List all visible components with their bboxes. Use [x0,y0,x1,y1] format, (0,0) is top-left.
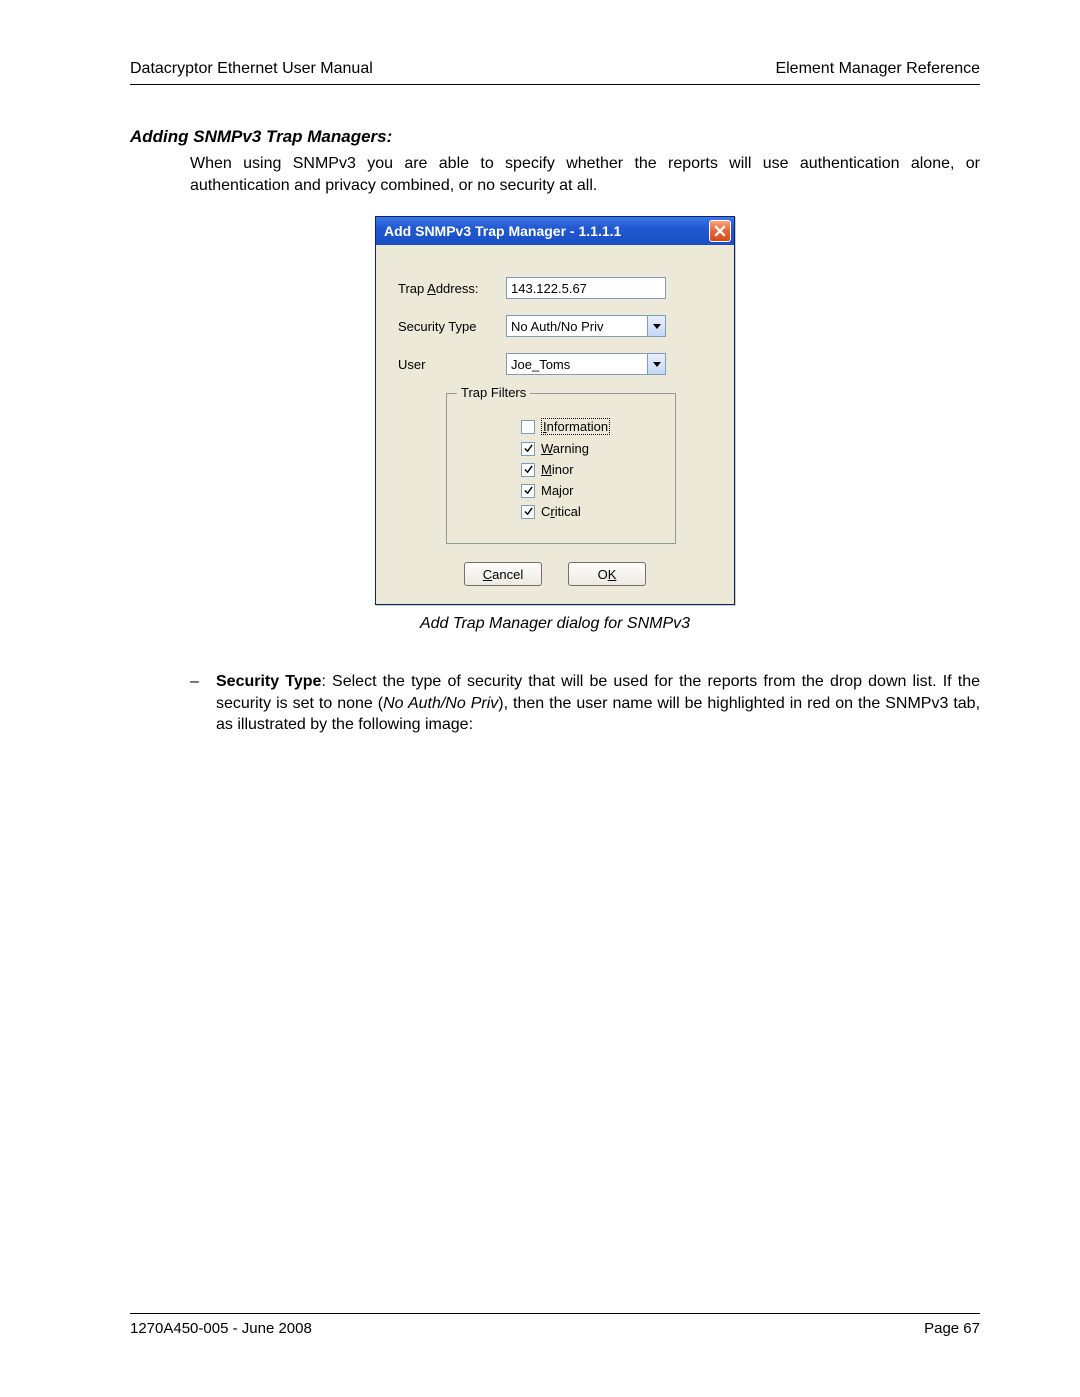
figure-caption: Add Trap Manager dialog for SNMPv3 [130,615,980,633]
chevron-down-icon[interactable] [647,316,665,336]
dialog-titlebar[interactable]: Add SNMPv3 Trap Manager - 1.1.1.1 [376,217,734,245]
cancel-button[interactable]: Cancel [464,562,542,586]
information-label: Information [541,418,610,435]
minor-label: Minor [541,462,574,477]
major-checkbox[interactable] [521,484,535,498]
minor-checkbox[interactable] [521,463,535,477]
header-left: Datacryptor Ethernet User Manual [130,60,373,78]
trap-address-label: Trap Address: [398,281,506,296]
user-value: Joe_Toms [507,357,570,372]
warning-label: Warning [541,441,589,456]
chevron-down-icon[interactable] [647,354,665,374]
section-title: Adding SNMPv3 Trap Managers: [130,127,980,147]
security-type-label: Security Type [398,319,506,334]
footer-left: 1270A450-005 - June 2008 [130,1320,312,1337]
warning-checkbox[interactable] [521,442,535,456]
intro-paragraph: When using SNMPv3 you are able to specif… [190,153,980,196]
user-label: User [398,357,506,372]
header-right: Element Manager Reference [775,60,980,78]
dialog-title: Add SNMPv3 Trap Manager - 1.1.1.1 [384,223,621,239]
trap-address-input[interactable] [506,277,666,299]
close-icon[interactable] [709,220,731,242]
security-type-value: No Auth/No Priv [507,319,604,334]
information-checkbox[interactable] [521,420,535,434]
trap-filters-legend: Trap Filters [457,385,530,400]
dialog-window: Add SNMPv3 Trap Manager - 1.1.1.1 Trap A… [375,216,735,605]
footer-right: Page 67 [924,1320,980,1337]
ok-button[interactable]: OK [568,562,646,586]
critical-checkbox[interactable] [521,505,535,519]
security-type-combo[interactable]: No Auth/No Priv [506,315,666,337]
trap-filters-group: Trap Filters Information Warning Minor [446,393,676,544]
user-combo[interactable]: Joe_Toms [506,353,666,375]
major-label: Major [541,483,574,498]
critical-label: Critical [541,504,581,519]
security-type-bullet: – Security Type: Select the type of secu… [190,671,980,736]
